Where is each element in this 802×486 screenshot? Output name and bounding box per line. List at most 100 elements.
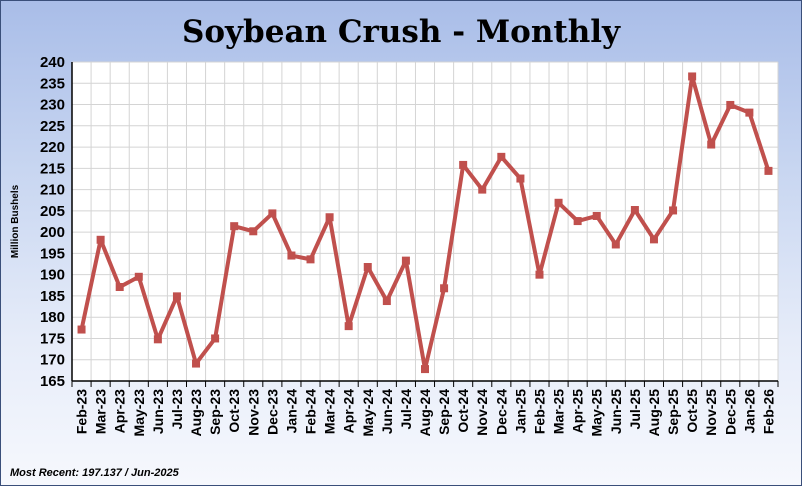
data-point-marker	[268, 209, 277, 218]
data-point-marker	[249, 227, 258, 236]
data-point-marker	[77, 325, 86, 334]
x-tick-label: Jul-24	[398, 389, 414, 430]
data-point-marker	[630, 206, 639, 215]
data-point-marker	[306, 255, 315, 264]
footnote: Most Recent: 197.137 / Jun-2025	[10, 467, 180, 479]
x-tick-label: Mar-23	[93, 389, 109, 434]
data-point-marker	[344, 322, 353, 331]
plot-area	[72, 62, 778, 381]
data-point-marker	[764, 166, 773, 175]
y-tick-label: 170	[40, 352, 65, 369]
y-tick-label: 205	[40, 203, 65, 220]
x-tick-label: Nov-23	[245, 389, 261, 436]
data-point-marker	[745, 108, 754, 117]
data-point-marker	[573, 217, 582, 226]
data-point-marker	[134, 272, 143, 281]
data-point-marker	[611, 240, 620, 249]
data-point-marker	[440, 284, 449, 293]
x-tick-label: Sep-23	[207, 389, 223, 435]
y-tick-label: 165	[40, 373, 65, 390]
x-tick-label: Jun-23	[150, 389, 166, 434]
data-point-marker	[172, 292, 181, 301]
x-tick-label: May-23	[131, 389, 147, 437]
data-point-marker	[726, 100, 735, 109]
x-tick-label: Aug-23	[188, 389, 204, 437]
data-point-marker	[649, 235, 658, 244]
x-tick-label: Jun-25	[608, 389, 624, 434]
data-point-marker	[211, 334, 220, 343]
x-tick-label: Dec-24	[493, 389, 509, 435]
axes	[71, 62, 779, 387]
x-tick-label: Oct-24	[455, 389, 471, 433]
x-tick-label: Aug-24	[417, 389, 433, 437]
data-point-marker	[96, 235, 105, 244]
data-point-marker	[669, 206, 678, 215]
x-tick-label: Feb-23	[74, 389, 90, 434]
y-tick-label: 195	[40, 245, 65, 262]
data-point-marker	[707, 140, 716, 149]
data-point-marker	[401, 256, 410, 265]
x-tick-label: Jun-24	[379, 389, 395, 434]
data-point-marker	[497, 152, 506, 161]
y-tick-label: 220	[40, 139, 65, 156]
x-tick-label: May-24	[360, 389, 376, 437]
x-tick-label: Apr-25	[570, 389, 586, 434]
y-tick-labels: 165 170 175 180 185 190 195 200 205 210 215 220 225 2…	[40, 54, 65, 390]
x-tick-label: Feb-25	[531, 389, 547, 434]
x-tick-label: Nov-24	[474, 389, 490, 436]
y-tick-label: 190	[40, 267, 65, 284]
data-point-marker	[363, 263, 372, 272]
data-point-marker	[535, 270, 544, 279]
data-point-marker	[459, 160, 468, 169]
x-tick-label: Oct-23	[226, 389, 242, 433]
data-point-marker	[554, 198, 563, 207]
x-tick-label: Sep-25	[665, 389, 681, 435]
y-tick-label: 180	[40, 309, 65, 326]
y-tick-label: 225	[40, 118, 65, 135]
chart-title: Soybean Crush - Monthly	[182, 14, 621, 50]
y-tick-label: 210	[40, 182, 65, 199]
x-tick-label: Jan-26	[741, 389, 757, 434]
y-tick-label: 235	[40, 75, 65, 92]
x-tick-label: Mar-24	[322, 389, 338, 434]
data-point-marker	[287, 251, 296, 260]
x-tick-label: Feb-26	[760, 389, 776, 434]
x-tick-label: Dec-25	[722, 389, 738, 435]
x-tick-label: Mar-25	[551, 389, 567, 434]
y-tick-label: 185	[40, 288, 65, 305]
series-layer	[77, 72, 773, 374]
x-tick-labels: Feb-23 Mar-23 Apr-23 May-23 Jun-23 Jul-23 Aug-…	[74, 389, 777, 437]
x-tick-label: Nov-25	[703, 389, 719, 436]
x-tick-label: May-25	[589, 389, 605, 437]
data-point-marker	[421, 365, 429, 374]
y-tick-label: 215	[40, 160, 65, 177]
x-tick-label: Jul-23	[169, 389, 185, 430]
x-tick-label: Jul-25	[627, 389, 643, 430]
data-point-marker	[382, 297, 391, 306]
data-point-marker	[230, 222, 239, 231]
data-point-marker	[688, 72, 697, 81]
x-tick-label: Jan-25	[512, 389, 528, 434]
x-tick-label: Apr-23	[112, 389, 128, 434]
y-axis-label: Million Bushels	[10, 184, 21, 258]
y-tick-label: 175	[40, 330, 65, 347]
data-point-marker	[516, 174, 525, 183]
data-point-marker	[115, 283, 124, 292]
x-tick-label: Apr-24	[341, 389, 357, 434]
y-tick-label: 230	[40, 97, 65, 114]
data-point-marker	[592, 211, 601, 220]
x-tick-label: Sep-24	[436, 389, 452, 435]
x-tick-label: Jan-24	[283, 389, 299, 434]
x-tick-label: Oct-25	[684, 389, 700, 433]
data-point-marker	[153, 335, 162, 344]
x-tick-label: Dec-23	[264, 389, 280, 435]
data-point-marker	[478, 185, 487, 194]
x-tick-label: Feb-24	[303, 389, 319, 434]
x-tick-label: Aug-25	[646, 389, 662, 437]
y-tick-label: 240	[40, 54, 65, 71]
data-point-marker	[192, 359, 201, 368]
y-tick-label: 200	[40, 224, 65, 241]
data-point-marker	[325, 213, 334, 222]
